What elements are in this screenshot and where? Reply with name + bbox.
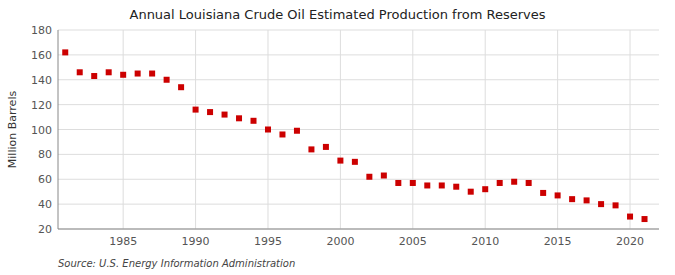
x-tick-label: 2020 [616,235,644,248]
x-tick-label: 1985 [109,235,137,248]
y-tick-label: 20 [38,223,52,236]
point [598,201,604,207]
point [279,131,285,137]
point [222,112,228,118]
point [106,69,112,75]
point [265,127,271,133]
point [468,189,474,195]
y-tick-label: 80 [38,148,52,161]
point [584,197,590,203]
y-grid-line [58,204,659,205]
point [366,174,372,180]
x-grid-line [630,30,631,229]
point [120,72,126,78]
point [323,144,329,150]
point [526,180,532,186]
point [497,180,503,186]
source-note: Source: U.S. Energy Information Administ… [58,258,295,269]
x-grid-line [123,30,124,229]
point [555,192,561,198]
point [613,202,619,208]
point [294,128,300,134]
title: Annual Louisiana Crude Oil Estimated Pro… [130,7,546,22]
x-grid-line [340,30,341,229]
point [164,77,170,83]
x-tick-label: 2000 [326,235,354,248]
y-grid-line [58,229,659,230]
y-tick-label: 40 [38,198,52,211]
x-grid-line [412,30,413,229]
point [453,184,459,190]
point [178,84,184,90]
y-tick-label: 60 [38,173,52,186]
point [308,146,314,152]
point [642,216,648,222]
point [410,180,416,186]
point [337,158,343,164]
point [77,69,83,75]
point [540,190,546,196]
point [135,71,141,77]
y-tick-label: 140 [31,74,52,87]
x-tick-label: 2010 [471,235,499,248]
point [627,214,633,220]
point [424,182,430,188]
y-tick-label: 120 [31,99,52,112]
chart: Annual Louisiana Crude Oil Estimated Pro… [0,0,675,275]
point [482,186,488,192]
point [236,115,242,121]
x-grid-line [195,30,196,229]
point [62,49,68,55]
x-axis-line [58,229,659,230]
x-grid-line [485,30,486,229]
y-axis-line [58,30,59,229]
y-grid-line [58,129,659,130]
point [193,107,199,113]
point [251,118,257,124]
x-tick-label: 2005 [399,235,427,248]
y-grid-line [58,179,659,180]
x-tick-label: 1995 [254,235,282,248]
y-tick-label: 160 [31,49,52,62]
point [511,179,517,185]
point [149,71,155,77]
y-tick-label: 180 [31,24,52,37]
y-grid-line [58,30,659,31]
y-grid-line [58,79,659,80]
point [381,173,387,179]
x-tick-label: 1990 [182,235,210,248]
point [439,182,445,188]
grid [58,30,659,229]
y-tick-label: 100 [31,124,52,137]
point [352,159,358,165]
point [395,180,401,186]
points [62,49,647,222]
y-grid-line [58,104,659,105]
x-grid-line [557,30,558,229]
x-tick-label: 2015 [544,235,572,248]
y-grid-line [58,154,659,155]
point [91,73,97,79]
y-grid-line [58,54,659,55]
point [207,109,213,115]
y-axis-label: Million Barrels [6,91,19,169]
point [569,196,575,202]
